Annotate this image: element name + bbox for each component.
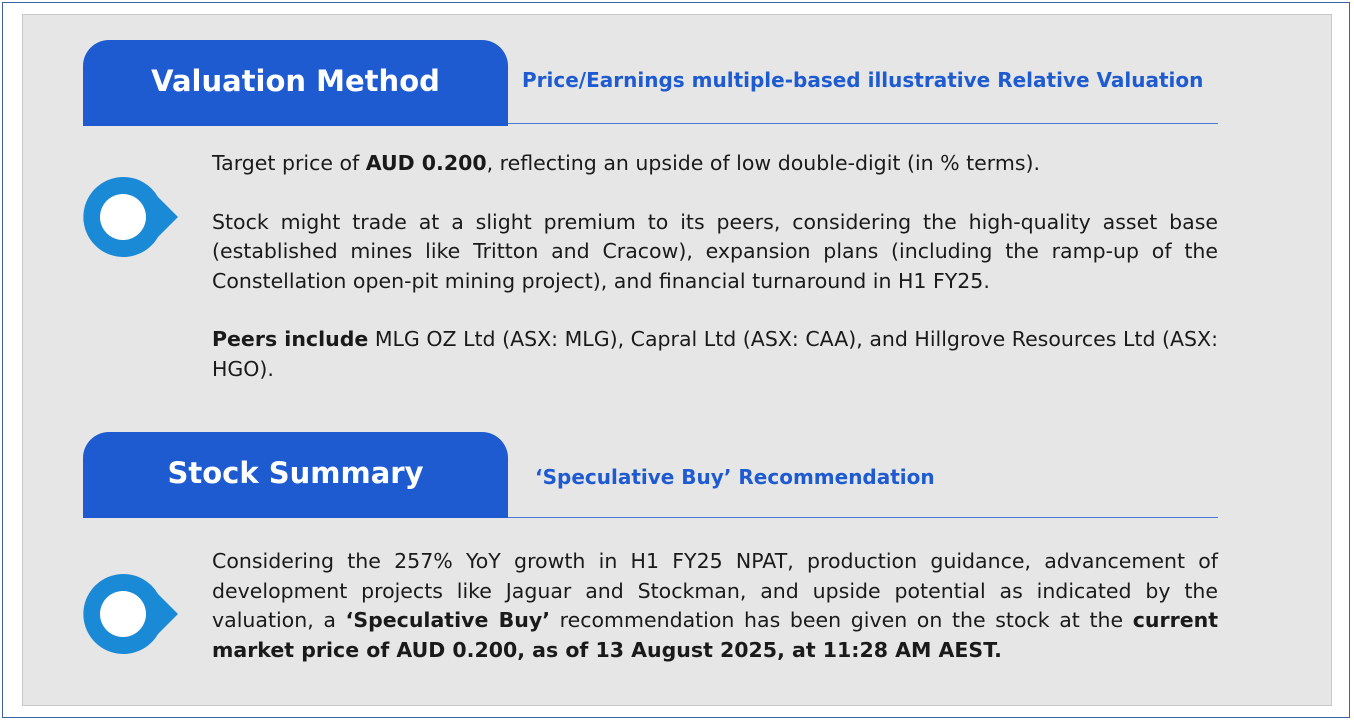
valuation-body: Target price of AUD 0.200, reflecting an…: [212, 149, 1218, 384]
peers-paragraph: Peers include MLG OZ Ltd (ASX: MLG), Cap…: [212, 325, 1218, 384]
peers-list: MLG OZ Ltd (ASX: MLG), Capral Ltd (ASX: …: [212, 327, 1218, 381]
content-card: [22, 14, 1332, 706]
valuation-method-tab: Valuation Method: [83, 40, 508, 126]
market-price-text: current market price of AUD 0.200, as of…: [212, 608, 1218, 662]
recommendation-paragraph: Considering the 257% YoY growth in H1 FY…: [212, 547, 1218, 665]
location-pin-icon: [83, 573, 178, 654]
target-price-value: AUD 0.200: [365, 151, 487, 175]
recommendation-value: ‘Speculative Buy’: [345, 608, 550, 632]
location-pin-icon: [83, 176, 178, 257]
summary-divider: [508, 517, 1218, 518]
stock-summary-subtitle: ‘Speculative Buy’ Recommendation: [535, 465, 935, 489]
stock-summary-tab: Stock Summary: [83, 432, 508, 518]
stock-summary-title: Stock Summary: [167, 456, 424, 490]
target-price-paragraph: Target price of AUD 0.200, reflecting an…: [212, 149, 1218, 179]
summary-body: Considering the 257% YoY growth in H1 FY…: [212, 547, 1218, 665]
recommendation-text: recommendation has been given on the sto…: [550, 608, 1133, 632]
target-price-upside-text: , reflecting an upside of low double-dig…: [486, 151, 1041, 175]
target-price-text: Target price of: [212, 151, 366, 175]
valuation-method-title: Valuation Method: [151, 64, 440, 98]
growth-text: Considering the 257% YoY growth in H1 FY…: [212, 549, 1218, 632]
valuation-divider: [508, 123, 1218, 124]
premium-paragraph: Stock might trade at a slight premium to…: [212, 209, 1218, 293]
valuation-method-subtitle: Price/Earnings multiple-based illustrati…: [522, 68, 1204, 92]
peers-label: Peers include: [212, 327, 369, 351]
